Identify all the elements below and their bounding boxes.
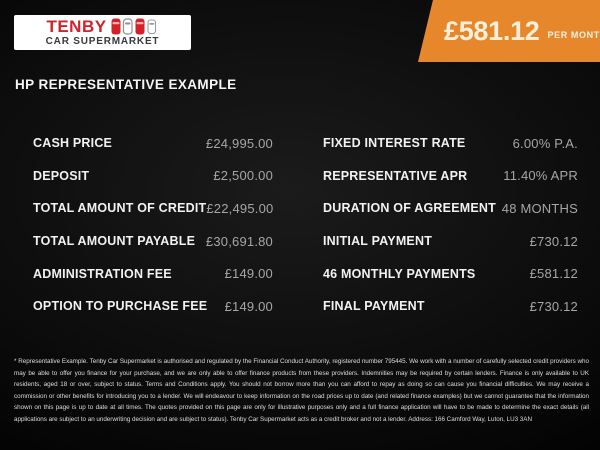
finance-row: TOTAL AMOUNT PAYABLE £30,691.80	[33, 225, 273, 258]
finance-column-left: CASH PRICE £24,995.00 DEPOSIT £2,500.00 …	[33, 127, 273, 323]
logo[interactable]: TENBY CAR SUPERMARKET	[14, 15, 191, 50]
finance-label: REPRESENTATIVE APR	[323, 168, 468, 183]
logo-brand-text: TENBY	[46, 17, 107, 36]
finance-row: CASH PRICE £24,995.00	[33, 127, 273, 160]
finance-value: £30,691.80	[205, 233, 273, 249]
finance-value: £149.00	[224, 298, 273, 314]
finance-row: DEPOSIT £2,500.00	[33, 160, 273, 193]
finance-label: CASH PRICE	[33, 136, 113, 151]
per-month-label: PER MONTH*	[547, 30, 600, 40]
finance-row: ADMINISTRATION FEE £149.00	[33, 257, 273, 290]
finance-label: 46 MONTHLY PAYMENTS	[323, 266, 476, 281]
finance-value: £22,495.00	[206, 200, 274, 216]
finance-label: ADMINISTRATION FEE	[33, 266, 172, 281]
finance-column-right: FIXED INTEREST RATE 6.00% P.A. REPRESENT…	[323, 127, 578, 323]
finance-row: DURATION OF AGREEMENT 48 MONTHS	[323, 192, 578, 225]
finance-value: £581.12	[529, 266, 578, 282]
finance-row: FIXED INTEREST RATE 6.00% P.A.	[323, 127, 578, 160]
car-icons	[111, 18, 156, 35]
logo-subtitle-text: CAR SUPERMARKET	[45, 36, 160, 47]
finance-label: INITIAL PAYMENT	[323, 234, 433, 249]
finance-row: FINAL PAYMENT £730.12	[323, 290, 578, 323]
finance-label: TOTAL AMOUNT OF CREDIT	[33, 201, 207, 216]
finance-row: 46 MONTHLY PAYMENTS £581.12	[323, 257, 578, 290]
disclaimer-text: * Representative Example. Tenby Car Supe…	[14, 358, 589, 423]
finance-row: OPTION TO PURCHASE FEE £149.00	[33, 290, 273, 323]
finance-value: 48 MONTHS	[501, 200, 578, 216]
finance-value: £2,500.00	[213, 168, 273, 184]
finance-value: 6.00% P.A.	[512, 135, 578, 151]
finance-label: DEPOSIT	[33, 168, 90, 183]
finance-label: TOTAL AMOUNT PAYABLE	[33, 234, 196, 249]
finance-row: TOTAL AMOUNT OF CREDIT £22,495.00	[33, 192, 273, 225]
finance-value: £730.12	[529, 233, 578, 249]
finance-value: £24,995.00	[205, 135, 273, 151]
finance-value: 11.40% APR	[503, 168, 578, 184]
finance-row: REPRESENTATIVE APR 11.40% APR	[323, 160, 578, 193]
logo-top-row: TENBY	[46, 18, 158, 35]
finance-label: OPTION TO PURCHASE FEE	[33, 299, 208, 314]
finance-row: INITIAL PAYMENT £730.12	[323, 225, 578, 258]
finance-label: FINAL PAYMENT	[323, 299, 425, 314]
price-banner: £581.12 PER MONTH*	[417, 0, 600, 62]
finance-value: £149.00	[224, 266, 273, 282]
monthly-price: £581.12	[444, 15, 540, 46]
finance-value: £730.12	[529, 298, 578, 314]
page-title: HP REPRESENTATIVE EXAMPLE	[15, 77, 237, 92]
finance-label: FIXED INTEREST RATE	[323, 136, 466, 151]
finance-label: DURATION OF AGREEMENT	[323, 201, 496, 216]
